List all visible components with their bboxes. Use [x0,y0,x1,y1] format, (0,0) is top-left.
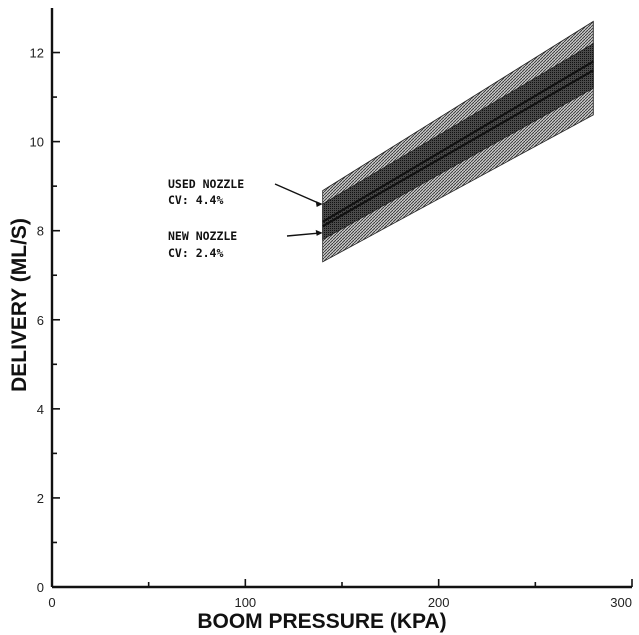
x-tick-label: 0 [48,595,55,610]
plot-area: USED NOZZLE CV: 4.4% NEW NOZZLE CV: 2.4% [168,20,594,263]
y-tick-label: 2 [37,491,44,506]
x-axis-title: BOOM PRESSURE (KPA) [197,610,446,633]
x-tick-label: 200 [428,595,450,610]
y-tick-label: 0 [37,580,44,595]
leader-line [286,232,321,237]
arrow-head-icon [315,229,323,236]
leader-line [274,183,321,205]
annotation-label: USED NOZZLE [168,177,244,191]
line-used-nozzle [322,69,594,228]
y-tick-label: 12 [30,46,44,61]
axes: 0 2 4 6 8 10 12 0 100 200 300 [30,8,633,610]
line-new-nozzle [322,60,594,223]
y-axis-title: DELIVERY (ML/S) [8,218,31,392]
y-tick-label: 10 [30,135,44,150]
x-tick-label: 300 [610,595,632,610]
annotation-used-nozzle: USED NOZZLE CV: 4.4% [168,177,323,207]
y-tick-label: 8 [37,224,44,239]
y-tick-label: 6 [37,313,44,328]
annotation-new-nozzle: NEW NOZZLE CV: 2.4% [168,229,323,260]
annotation-label: NEW NOZZLE [168,229,237,243]
y-tick-label: 4 [37,402,44,417]
annotation-cv: CV: 4.4% [168,193,223,207]
x-tick-label: 100 [234,595,256,610]
arrow-head-icon [315,200,323,207]
annotation-cv: CV: 2.4% [168,246,223,260]
